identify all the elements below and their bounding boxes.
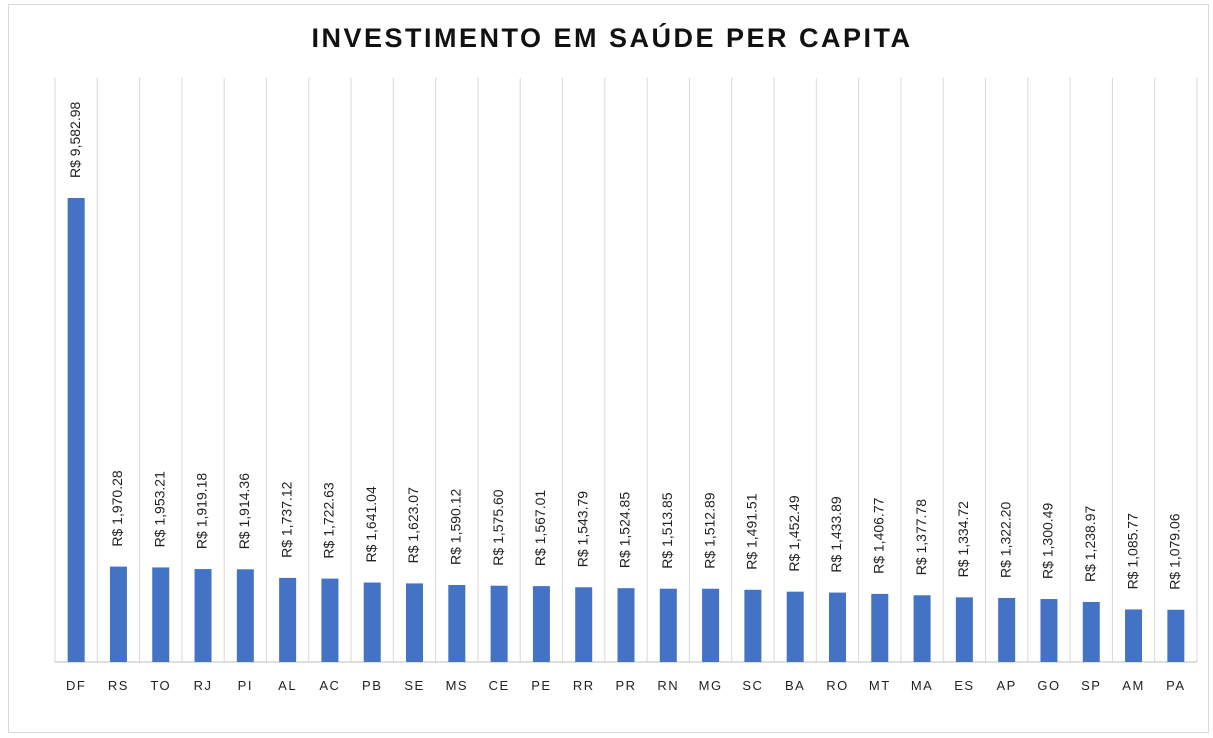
data-label: R$ 1,238.97: [1082, 506, 1098, 582]
data-label: R$ 1,543.79: [574, 491, 590, 567]
x-tick-label: MA: [911, 678, 934, 693]
x-tick-label: MT: [869, 678, 891, 693]
data-label: R$ 1,641.04: [363, 486, 379, 562]
bar: [321, 578, 339, 662]
x-tick-label: ES: [954, 678, 974, 693]
x-tick-label: PB: [362, 678, 382, 693]
bar: [955, 597, 973, 662]
bar: [532, 586, 550, 662]
bar: [490, 585, 508, 662]
x-tick-label: MG: [699, 678, 723, 693]
data-label: R$ 1,722.63: [321, 482, 337, 558]
bar: [1082, 602, 1100, 662]
x-tick-label: SC: [742, 678, 763, 693]
x-tick-label: GO: [1037, 678, 1060, 693]
bar: [406, 583, 424, 662]
bar: [279, 577, 297, 662]
bar: [617, 588, 635, 662]
bar: [998, 597, 1016, 662]
x-tick-label: SP: [1081, 678, 1101, 693]
data-label: R$ 1,079.06: [1167, 513, 1183, 589]
data-label: R$ 1,575.60: [490, 489, 506, 565]
x-tick-label: RJ: [194, 678, 213, 693]
bar: [702, 588, 720, 662]
data-label: R$ 1,590.12: [448, 489, 464, 565]
bar: [67, 198, 85, 662]
x-tick-label: RS: [108, 678, 129, 693]
data-label: R$ 1,433.89: [828, 496, 844, 572]
x-tick-label: AP: [996, 678, 1016, 693]
data-label: R$ 1,322.20: [997, 501, 1013, 577]
data-label: R$ 1,513.85: [659, 492, 675, 568]
data-label: R$ 1,524.85: [617, 492, 633, 568]
data-label: R$ 1,406.77: [870, 497, 886, 573]
data-label: R$ 1,085.77: [1124, 513, 1140, 589]
bar: [152, 567, 170, 662]
x-tick-label: RO: [826, 678, 849, 693]
bar: [1040, 599, 1058, 662]
data-label: R$ 1,491.51: [744, 493, 760, 569]
data-label: R$ 1,623.07: [405, 487, 421, 563]
bar: [1125, 609, 1143, 662]
data-label: R$ 1,953.21: [151, 471, 167, 547]
x-tick-label: PA: [1166, 678, 1185, 693]
bar: [744, 589, 762, 662]
bar: [786, 591, 804, 662]
data-label: R$ 1,567.01: [532, 490, 548, 566]
data-label: R$ 9,582.98: [67, 102, 83, 178]
x-tick-label: DF: [66, 678, 86, 693]
bar: [828, 592, 846, 662]
x-tick-label: CE: [489, 678, 510, 693]
bar: [871, 593, 889, 662]
bar: [236, 569, 254, 662]
data-label: R$ 1,512.89: [701, 492, 717, 568]
bar: [1167, 609, 1185, 662]
bar: [575, 587, 593, 662]
x-tick-label: SE: [404, 678, 424, 693]
x-tick-label: AM: [1122, 678, 1145, 693]
data-label: R$ 1,334.72: [955, 501, 971, 577]
data-label: R$ 1,452.49: [786, 495, 802, 571]
data-label: R$ 1,300.49: [1040, 503, 1056, 579]
x-tick-label: BA: [785, 678, 805, 693]
data-label: R$ 1,970.28: [109, 470, 125, 546]
x-tick-label: TO: [150, 678, 171, 693]
x-tick-label: RN: [657, 678, 679, 693]
chart-title: INVESTIMENTO EM SAÚDE PER CAPITA: [311, 22, 912, 53]
bar: [363, 582, 381, 662]
bar: [659, 588, 677, 662]
x-tick-label: RR: [573, 678, 595, 693]
chart-frame: [8, 4, 1209, 733]
data-label: R$ 1,914.36: [236, 473, 252, 549]
bar: [913, 595, 931, 662]
x-tick-label: PR: [615, 678, 636, 693]
x-tick-label: AC: [319, 678, 340, 693]
x-tick-label: PE: [531, 678, 551, 693]
bar: [109, 566, 127, 662]
data-label: R$ 1,377.78: [913, 499, 929, 575]
x-tick-label: PI: [238, 678, 253, 693]
bar: [194, 569, 212, 662]
data-label: R$ 1,919.18: [194, 473, 210, 549]
x-tick-label: MS: [446, 678, 469, 693]
x-tick-label: AL: [278, 678, 297, 693]
bar: [448, 585, 466, 662]
data-label: R$ 1,737.12: [278, 481, 294, 557]
